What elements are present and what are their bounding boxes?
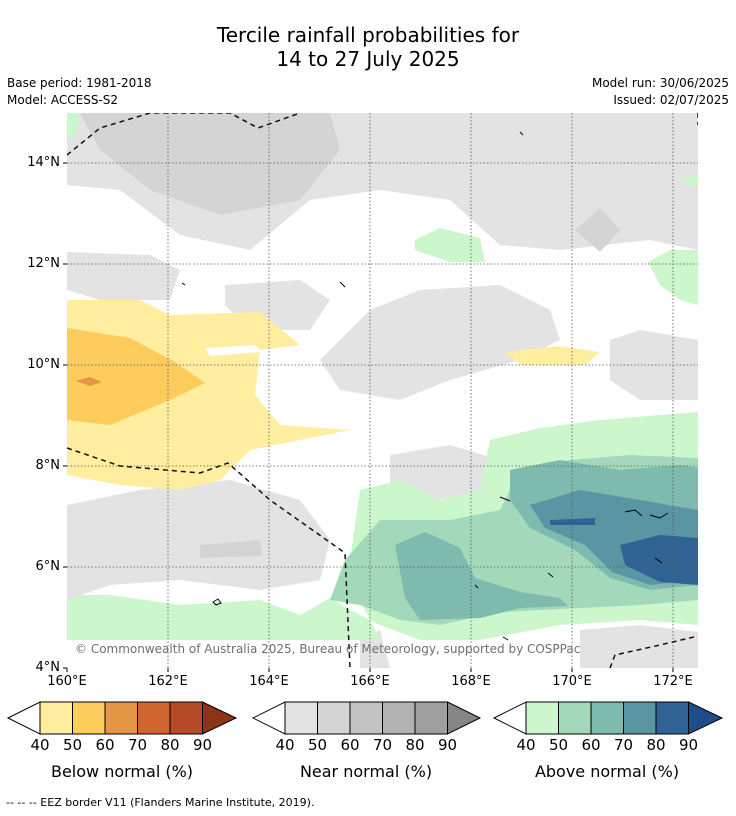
- below-normal-region-east: [505, 346, 600, 365]
- copyright-notice: © Commonwealth of Australia 2025, Bureau…: [75, 642, 580, 656]
- near-normal-region-south: [67, 480, 330, 600]
- lon-label-170e: 170°E: [552, 674, 592, 689]
- lon-label-164e: 164°E: [249, 674, 289, 689]
- lat-label-6n: 6°N: [35, 559, 61, 574]
- colorbar-above-swatch-70: [623, 701, 657, 735]
- colorbar-near-swatch-60: [349, 701, 383, 735]
- colorbar-above-low-arrow: [492, 701, 527, 735]
- below-normal-spot: [76, 377, 102, 386]
- colorbar-above-title: Above normal (%): [534, 762, 680, 781]
- islands: [181, 131, 669, 641]
- eez-border: [67, 113, 698, 668]
- colorbar-near-swatch-40: [284, 701, 318, 735]
- colorbars: [6, 701, 724, 735]
- colorbar-above-tick: 70: [613, 736, 634, 754]
- colorbar-near-tick: 50: [307, 736, 328, 754]
- lon-label-162e: 162°E: [148, 674, 188, 689]
- lat-label-14n: 14°N: [27, 155, 60, 170]
- model-run: Model run: 30/06/2025: [591, 76, 729, 90]
- colorbar-above-tick: 60: [581, 736, 601, 754]
- colorbar-above-high-arrow: [688, 701, 724, 735]
- near-normal-core-south: [200, 540, 262, 558]
- colorbar-above-swatch-50: [558, 701, 592, 735]
- colorbar-below-tick: 40: [30, 736, 50, 754]
- below-normal-core: [67, 328, 205, 425]
- colorbar-near-tick: 40: [275, 736, 295, 754]
- issued-date: Issued: 02/07/2025: [613, 93, 729, 107]
- lon-label-160e: 160°E: [47, 674, 87, 689]
- lat-label-10n: 10°N: [27, 357, 60, 372]
- lon-label-172e: 172°E: [653, 674, 693, 689]
- colorbar-below-tick: 80: [160, 736, 180, 754]
- colorbar-below-swatch-70: [137, 701, 171, 735]
- colorbar-below-normal: [6, 701, 238, 735]
- colorbar-near-tick: 70: [372, 736, 393, 754]
- lon-label-168e: 168°E: [451, 674, 491, 689]
- axis-ticks: [63, 162, 674, 672]
- map-title-line2: 14 to 27 July 2025: [276, 47, 460, 71]
- colorbar-below-title: Below normal (%): [50, 762, 194, 781]
- model-name: Model: ACCESS-S2: [7, 93, 119, 107]
- colorbar-near-tick: 80: [405, 736, 425, 754]
- near-normal-region-east: [610, 330, 698, 400]
- lon-label-166e: 166°E: [350, 674, 390, 689]
- map-title-line1: Tercile rainfall probabilities for: [216, 23, 520, 47]
- eez-legend-footer: -- -- -- EEZ border V11 (Flanders Marine…: [6, 796, 315, 809]
- colorbar-below-swatch-40: [39, 701, 73, 735]
- colorbar-below-tick: 50: [62, 736, 83, 754]
- near-normal-core-north: [80, 113, 340, 215]
- graticule: [67, 113, 698, 668]
- colorbar-near-tick: 60: [340, 736, 360, 754]
- colorbar-below-high-arrow: [202, 701, 238, 735]
- colorbar-above-tick: 90: [678, 736, 699, 754]
- base-period: Base period: 1981-2018: [7, 76, 152, 90]
- near-normal-region-center: [320, 285, 560, 400]
- near-normal-region-se: [390, 445, 500, 500]
- colorbar-below-swatch-80: [169, 701, 203, 735]
- colorbar-near-title: Near normal (%): [299, 762, 433, 781]
- colorbar-near-swatch-80: [414, 701, 448, 735]
- lat-label-12n: 12°N: [27, 256, 60, 271]
- lat-label-8n: 8°N: [35, 458, 61, 473]
- colorbar-above-tick: 40: [516, 736, 536, 754]
- colorbar-above-swatch-40: [525, 701, 559, 735]
- below-normal-hole: [205, 345, 262, 356]
- colorbar-below-swatch-60: [104, 701, 138, 735]
- above-normal-region-north: [415, 228, 485, 262]
- colorbar-near-high-arrow: [447, 701, 482, 735]
- colorbar-below-tick: 60: [95, 736, 115, 754]
- colorbar-above-swatch-80: [655, 701, 689, 735]
- colorbar-near-swatch-70: [382, 701, 416, 735]
- near-normal-core-ne: [575, 208, 620, 252]
- colorbar-near-tick: 90: [437, 736, 458, 754]
- above-normal-80-region: [550, 518, 698, 585]
- lat-label-4n: 4°N: [35, 660, 61, 675]
- colorbar-near-low-arrow: [251, 701, 286, 735]
- colorbar-near-normal: [251, 701, 482, 735]
- colorbar-above-normal: [492, 701, 724, 735]
- colorbar-above-tick: 50: [548, 736, 569, 754]
- colorbar-below-swatch-50: [72, 701, 106, 735]
- colorbar-below-tick: 70: [127, 736, 148, 754]
- colorbar-above-tick: 80: [646, 736, 666, 754]
- colorbar-near-swatch-50: [317, 701, 351, 735]
- colorbar-above-swatch-60: [590, 701, 624, 735]
- colorbar-below-tick: 90: [192, 736, 213, 754]
- colorbar-below-low-arrow: [6, 701, 41, 735]
